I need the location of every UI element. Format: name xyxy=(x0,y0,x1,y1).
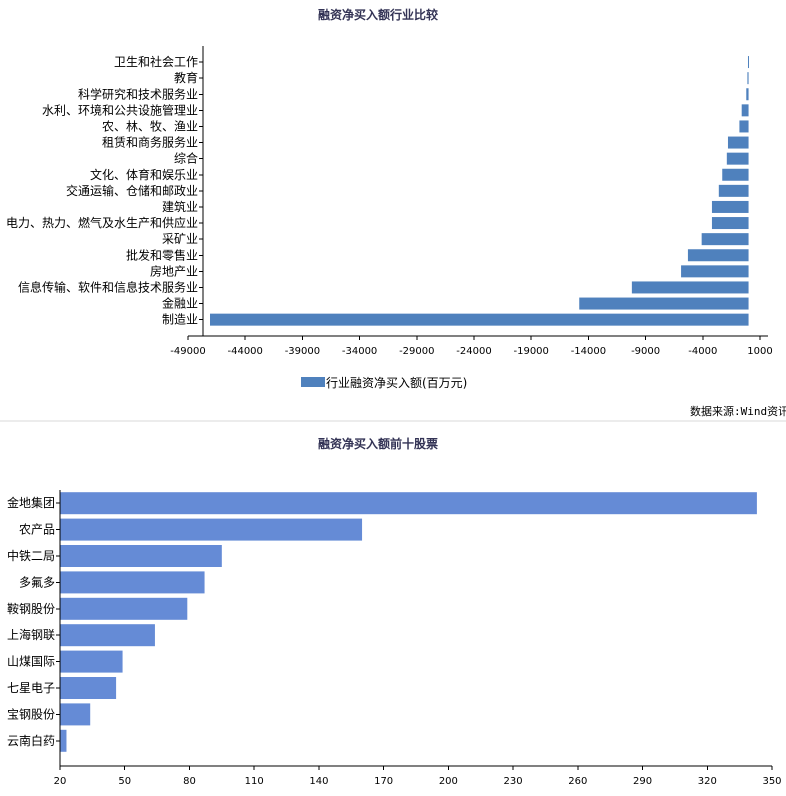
stock-x-tick-label: 20 xyxy=(54,776,67,787)
industry-category-label: 制造业 xyxy=(162,313,198,327)
industry-x-tick-label: -44000 xyxy=(227,346,262,357)
industry-bar xyxy=(579,297,749,310)
industry-x-tick-label: -29000 xyxy=(399,346,434,357)
industry-category-label: 批发和零售业 xyxy=(126,247,198,262)
industry-bar xyxy=(741,104,749,117)
stock-category-label: 七星电子 xyxy=(7,681,55,695)
stock-bar xyxy=(60,729,67,752)
stock-bar xyxy=(60,545,222,567)
industry-category-label: 电力、热力、燃气及水生产和供应业 xyxy=(6,215,198,230)
industry-bar xyxy=(687,249,749,262)
stock-category-label: 宝钢股份 xyxy=(7,707,55,721)
stock-x-tick-label: 290 xyxy=(633,776,652,787)
industry-bar xyxy=(631,281,749,294)
industry-chart: 融资净买入额行业比较 卫生和社会工作教育科学研究和技术服务业水利、环境和公共设施… xyxy=(6,7,786,418)
stock-x-tick-label: 50 xyxy=(118,776,131,787)
stock-x-tick-label: 170 xyxy=(374,776,393,787)
stock-category-label: 多氟多 xyxy=(19,575,55,589)
industry-category-label: 教育 xyxy=(174,70,198,85)
industry-x-tick-label: -4000 xyxy=(688,346,717,357)
data-source-note: 数据来源:Wind资讯 xyxy=(690,404,786,418)
industry-x-tick-label: -19000 xyxy=(513,346,548,357)
industry-bar xyxy=(722,168,749,181)
stock-x-tick-label: 80 xyxy=(183,776,196,787)
stock-bar xyxy=(60,518,363,541)
industry-x-tick-label: -14000 xyxy=(571,346,606,357)
stock-bar xyxy=(60,703,91,726)
stock-category-label: 金地集团 xyxy=(7,495,55,510)
legend-label: 行业融资净买入额(百万元) xyxy=(326,376,467,390)
industry-bar xyxy=(747,72,749,85)
stock-bar xyxy=(60,571,205,594)
stock-category-label: 云南白药 xyxy=(7,733,55,748)
stock-x-tick-label: 320 xyxy=(698,776,717,787)
industry-bar xyxy=(739,120,749,133)
industry-category-label: 交通运输、仓储和邮政业 xyxy=(66,183,198,198)
stock-bar xyxy=(60,677,117,699)
industry-category-label: 科学研究和技术服务业 xyxy=(78,86,198,101)
industry-bar xyxy=(681,265,749,278)
industry-bar xyxy=(746,88,749,101)
industry-category-label: 金融业 xyxy=(162,296,198,311)
stock-x-tick-label: 140 xyxy=(309,776,328,787)
industry-bar xyxy=(701,233,749,246)
stock-x-tick-label: 350 xyxy=(762,776,781,787)
industry-x-tick-label: 1000 xyxy=(747,346,772,357)
industry-category-label: 水利、环境和公共设施管理业 xyxy=(42,102,198,117)
industry-category-label: 房地产业 xyxy=(150,263,198,278)
industry-category-label: 卫生和社会工作 xyxy=(114,54,198,69)
industry-bar xyxy=(711,200,749,213)
stock-bar xyxy=(60,624,155,647)
industry-category-label: 建筑业 xyxy=(162,199,198,214)
industry-bar xyxy=(711,217,749,230)
industry-bar xyxy=(718,184,749,197)
industry-bar xyxy=(727,136,749,149)
stock-category-label: 农产品 xyxy=(19,523,55,537)
top-stocks-chart: 融资净买入额前十股票 金地集团农产品中铁二局多氟多鞍钢股份上海钢联山煤国际七星电… xyxy=(7,436,782,787)
industry-chart-title: 融资净买入额行业比较 xyxy=(318,7,438,22)
industry-bar xyxy=(747,56,749,69)
stock-category-label: 中铁二局 xyxy=(7,548,55,563)
industry-x-tick-label: -39000 xyxy=(285,346,320,357)
legend-swatch xyxy=(301,377,325,387)
industry-x-tick-label: -34000 xyxy=(342,346,377,357)
stock-x-tick-label: 260 xyxy=(568,776,587,787)
industry-category-label: 信息传输、软件和信息技术服务业 xyxy=(18,279,198,294)
industry-bar xyxy=(210,313,749,326)
industry-category-label: 文化、体育和娱乐业 xyxy=(90,167,198,182)
stock-x-tick-label: 200 xyxy=(439,776,458,787)
top-stocks-chart-title: 融资净买入额前十股票 xyxy=(318,436,438,451)
industry-bar xyxy=(726,152,749,165)
stock-x-tick-label: 230 xyxy=(504,776,523,787)
stock-bar xyxy=(60,492,757,515)
stock-category-label: 鞍钢股份 xyxy=(7,601,55,616)
stock-bar xyxy=(60,597,188,620)
stock-category-label: 上海钢联 xyxy=(7,627,55,642)
industry-category-label: 采矿业 xyxy=(162,232,198,246)
industry-x-tick-label: -24000 xyxy=(456,346,491,357)
stock-category-label: 山煤国际 xyxy=(7,655,55,669)
industry-category-label: 综合 xyxy=(174,151,198,166)
stock-x-tick-label: 110 xyxy=(245,776,264,787)
stock-bar xyxy=(60,650,123,673)
industry-x-tick-label: -9000 xyxy=(631,346,660,357)
industry-x-tick-label: -49000 xyxy=(170,346,205,357)
industry-category-label: 租赁和商务服务业 xyxy=(102,135,198,150)
industry-category-label: 农、林、牧、渔业 xyxy=(102,119,198,133)
